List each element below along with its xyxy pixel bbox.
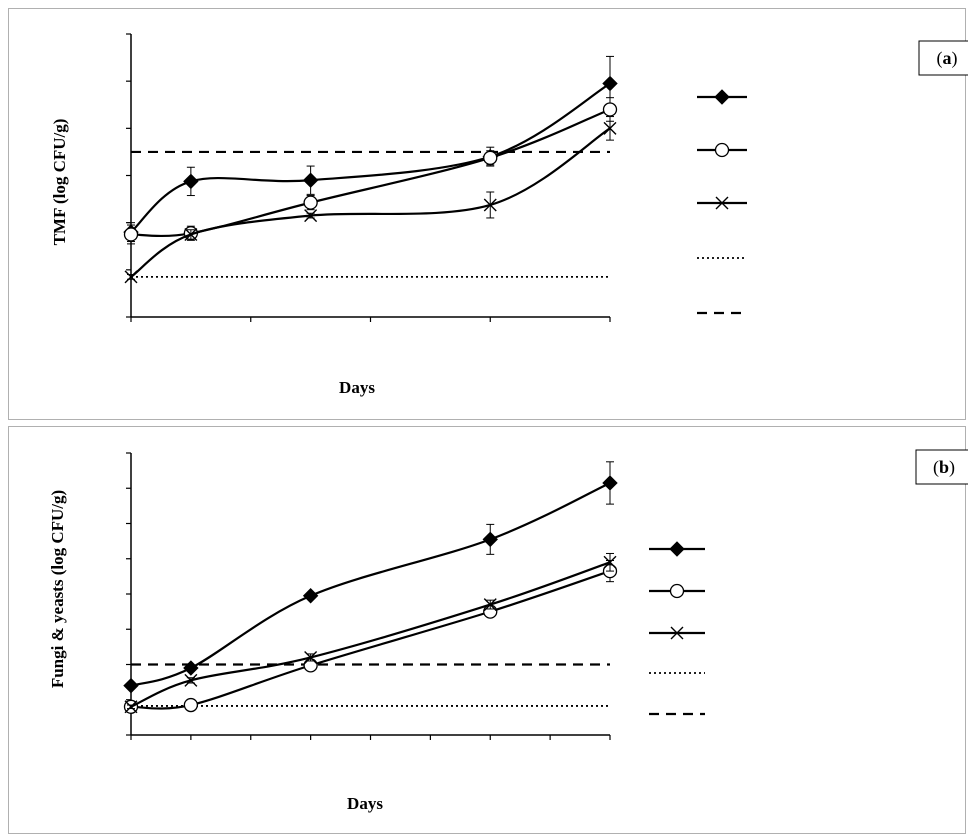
y-axis-title-b: Fungi & yeasts (log CFU/g) <box>48 490 67 688</box>
panel-label-box-a: (a) <box>918 40 968 76</box>
chart-panel-a: (a) Days TMF (log CFU/g) <box>8 8 968 420</box>
legend-marker-diamond-b <box>669 541 685 557</box>
legend-marker-diamond-a <box>714 89 730 105</box>
data-point-x-b <box>124 700 138 714</box>
series-line-circle-a <box>130 108 611 238</box>
x-axis-title-b: Days <box>347 794 383 813</box>
data-point-x-a <box>603 121 617 135</box>
y-axis-title-a: TMF (log CFU/g) <box>50 119 69 246</box>
data-point-circle-a <box>303 195 318 210</box>
data-point-circle-a <box>123 227 139 242</box>
data-point-circle-a <box>483 150 498 165</box>
legend-b <box>649 541 705 716</box>
data-point-diamond-a <box>183 173 199 190</box>
data-point-x-a <box>483 198 497 212</box>
legend-a <box>697 89 747 315</box>
legend-marker-x-b <box>670 626 684 640</box>
legend-marker-circle-b <box>669 583 685 599</box>
series-line-x-a <box>130 127 611 278</box>
panel-label-a: (a) <box>937 48 958 69</box>
panel-label-b: (b) <box>933 457 955 478</box>
plot-area-a <box>123 33 618 322</box>
data-point-diamond-b <box>302 588 319 604</box>
plot-area-b <box>123 452 618 740</box>
data-point-diamond-b <box>482 531 498 548</box>
series-line-x-b <box>130 561 611 708</box>
data-point-x-a <box>184 227 198 241</box>
legend-marker-x-a <box>715 196 729 210</box>
series-line-circle-b <box>130 570 611 710</box>
data-point-x-b <box>603 555 617 569</box>
chart-a-svg: (a) Days TMF (log CFU/g) <box>50 33 968 397</box>
data-point-diamond-a <box>602 75 618 92</box>
data-point-circle-a <box>602 102 618 117</box>
data-point-diamond-b <box>123 677 139 694</box>
data-point-x-b <box>483 598 497 612</box>
x-axis-title-a: Days <box>339 378 375 397</box>
panel-label-b-letter: b <box>939 457 949 477</box>
data-point-diamond-a <box>302 172 319 188</box>
data-point-x-b <box>184 673 198 687</box>
panel-label-box-b: (b) <box>915 449 968 485</box>
panel-label-a-letter: a <box>943 48 952 68</box>
series-line-diamond-a <box>130 82 611 233</box>
chart-b-svg: (b) Days Fungi & yeasts (log CFU/g) <box>48 449 968 813</box>
data-point-diamond-b <box>183 660 199 676</box>
data-point-diamond-b <box>602 475 618 491</box>
data-point-x-a <box>124 270 138 284</box>
data-point-x-a <box>304 209 318 223</box>
data-point-circle-b <box>183 697 199 713</box>
legend-marker-circle-a <box>714 142 730 158</box>
chart-panel-b: (b) Days Fungi & yeasts (log CFU/g) <box>8 426 968 834</box>
data-point-x-b <box>304 650 318 664</box>
series-line-diamond-b <box>130 481 611 687</box>
